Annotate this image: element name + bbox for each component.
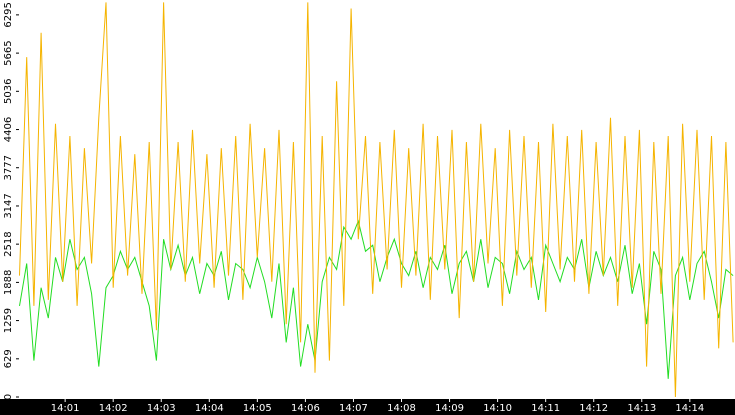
x-tick-label: 14:05 [243, 403, 272, 414]
series-line [19, 2, 734, 398]
y-tick-label: 2518 [3, 231, 14, 256]
series-line [19, 219, 734, 379]
x-tick-label: 14:06 [291, 403, 320, 414]
time-axis-bar [0, 399, 735, 415]
x-tick-label: 14:10 [483, 403, 512, 414]
y-tick-label: 0 [3, 394, 14, 400]
x-tick-label: 14:03 [147, 403, 176, 414]
x-tick-label: 14:08 [387, 403, 416, 414]
x-tick-label: 14:13 [627, 403, 656, 414]
x-tick-label: 14:11 [531, 403, 560, 414]
y-tick-label: 5036 [3, 79, 14, 104]
y-tick-label: 6295 [3, 2, 14, 27]
x-tick-label: 14:14 [675, 403, 704, 414]
y-tick-label: 4406 [3, 117, 14, 142]
x-tick-label: 14:01 [51, 403, 80, 414]
y-tick-label: 1259 [3, 308, 14, 333]
y-tick-label: 5665 [3, 40, 14, 65]
x-tick-label: 14:02 [99, 403, 128, 414]
y-tick-label: 3147 [3, 193, 14, 218]
x-tick-label: 14:09 [435, 403, 464, 414]
y-tick-label: 1888 [3, 270, 14, 295]
y-tick-label: 3777 [3, 155, 14, 180]
x-tick-label: 14:12 [579, 403, 608, 414]
x-tick-label: 14:04 [195, 403, 224, 414]
x-tick-label: 14:07 [339, 403, 368, 414]
y-tick-label: 629 [3, 349, 14, 368]
